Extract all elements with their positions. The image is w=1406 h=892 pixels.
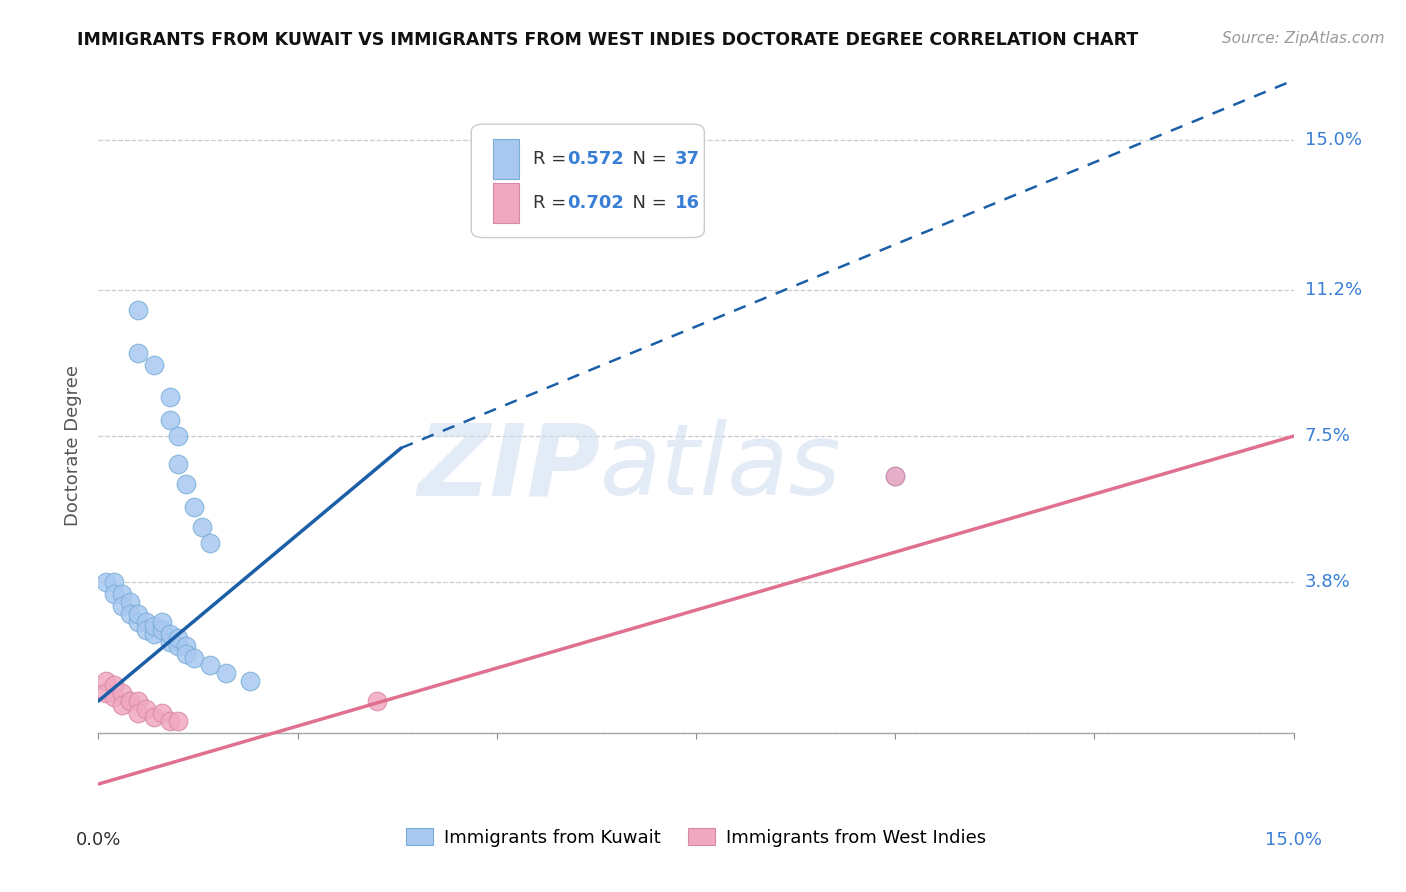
Point [111,698,134,712]
Point [96,674,118,689]
Point [183,650,205,665]
Point [150,706,173,720]
Point [103,678,125,692]
FancyBboxPatch shape [471,124,704,237]
Point [143,358,166,372]
Point [167,457,190,471]
Bar [494,183,519,223]
Y-axis label: Doctorate Degree: Doctorate Degree [63,366,82,526]
Point [167,639,190,653]
Text: atlas: atlas [600,419,842,516]
Point [127,302,149,317]
Point [167,714,190,728]
Point [159,413,181,427]
Point [159,627,181,641]
Point [120,607,142,621]
Point [884,468,907,483]
Text: ZIP: ZIP [418,419,600,516]
Point [96,686,118,700]
Point [127,706,149,720]
Point [215,666,238,681]
Point [111,587,134,601]
Legend: Immigrants from Kuwait, Immigrants from West Indies: Immigrants from Kuwait, Immigrants from … [399,822,993,854]
Point [191,520,214,534]
Point [183,500,205,515]
Point [103,690,125,704]
Point [198,658,221,673]
Point [127,615,149,629]
Point [103,575,125,590]
Point [143,627,166,641]
Text: 0.0%: 0.0% [76,831,121,849]
Point [135,702,157,716]
Text: 11.2%: 11.2% [1305,281,1362,299]
Text: 7.5%: 7.5% [1305,427,1351,445]
Point [198,536,221,550]
Point [96,575,118,590]
Point [884,468,907,483]
Point [174,476,197,491]
Text: 0.702: 0.702 [567,194,624,212]
Text: N =: N = [620,194,672,212]
Point [111,599,134,614]
Point [150,623,173,637]
Text: R =: R = [533,194,572,212]
Point [120,694,142,708]
Text: Source: ZipAtlas.com: Source: ZipAtlas.com [1222,31,1385,46]
Point [111,686,134,700]
Point [143,619,166,633]
Point [143,710,166,724]
Text: 0.572: 0.572 [567,150,624,168]
Point [174,639,197,653]
Bar [494,139,519,179]
Text: N =: N = [620,150,672,168]
Point [103,587,125,601]
Point [159,390,181,404]
Point [127,607,149,621]
Point [239,674,262,689]
Point [167,429,190,443]
Text: R =: R = [533,150,572,168]
Text: 3.8%: 3.8% [1305,574,1350,591]
Text: IMMIGRANTS FROM KUWAIT VS IMMIGRANTS FROM WEST INDIES DOCTORATE DEGREE CORRELATI: IMMIGRANTS FROM KUWAIT VS IMMIGRANTS FRO… [77,31,1139,49]
Text: 15.0%: 15.0% [1305,130,1361,149]
Point [127,694,149,708]
Text: 15.0%: 15.0% [1265,831,1322,849]
Point [135,623,157,637]
Point [159,714,181,728]
Point [150,615,173,629]
Point [127,346,149,360]
Point [366,694,388,708]
Point [167,631,190,645]
Point [135,615,157,629]
Point [159,634,181,648]
Text: 16: 16 [675,194,699,212]
Text: 37: 37 [675,150,699,168]
Point [174,647,197,661]
Point [120,595,142,609]
